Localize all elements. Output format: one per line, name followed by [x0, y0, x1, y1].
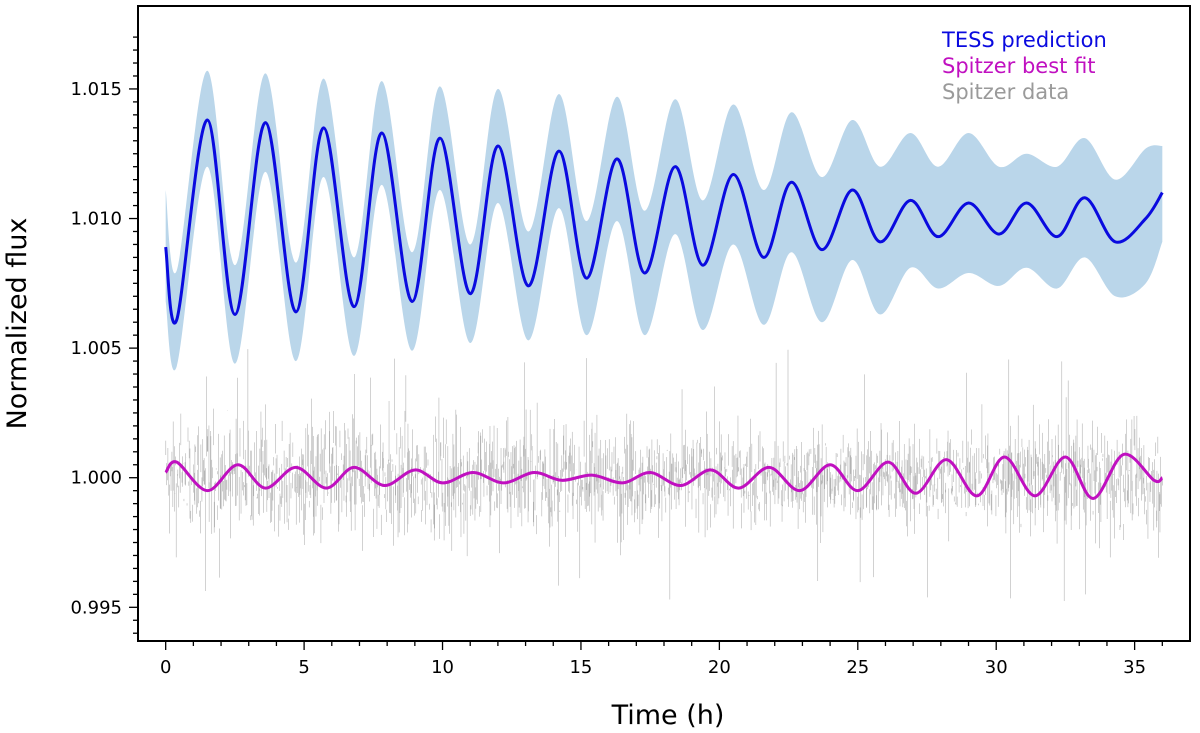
y-tick-label: 0.995: [70, 597, 122, 618]
legend-entry-spitzer-data: Spitzer data: [942, 80, 1069, 104]
spitzer-data-points: [165, 349, 1163, 602]
x-tick-label: 5: [298, 657, 309, 678]
data-layer: [164, 70, 1164, 602]
y-axis-label: Normalized flux: [2, 218, 33, 430]
x-tick-label: 35: [1123, 657, 1146, 678]
x-axis-label: Time (h): [611, 700, 725, 731]
x-tick-label: 20: [708, 657, 731, 678]
x-tick-label: 15: [569, 657, 592, 678]
x-tick-label: 30: [985, 657, 1008, 678]
y-tick-label: 1.000: [70, 468, 122, 489]
y-tick-label: 1.005: [70, 338, 122, 359]
legend-entry-tess-prediction: TESS prediction: [941, 28, 1107, 52]
spitzer-best-fit-line: [164, 452, 1164, 500]
y-tick-label: 1.015: [70, 79, 122, 100]
x-tick-label: 10: [431, 657, 454, 678]
legend-entry-spitzer-best-fit: Spitzer best fit: [942, 54, 1096, 78]
x-tick-label: 25: [846, 657, 869, 678]
x-tick-label: 0: [160, 657, 171, 678]
tess-prediction-line: [164, 118, 1164, 325]
plot-area: 0 5 10 15 20 25 30 35 0.995 1.000 1.005 1.010 1.015 T…: [2, 5, 1191, 731]
y-tick-label: 1.010: [70, 209, 122, 230]
